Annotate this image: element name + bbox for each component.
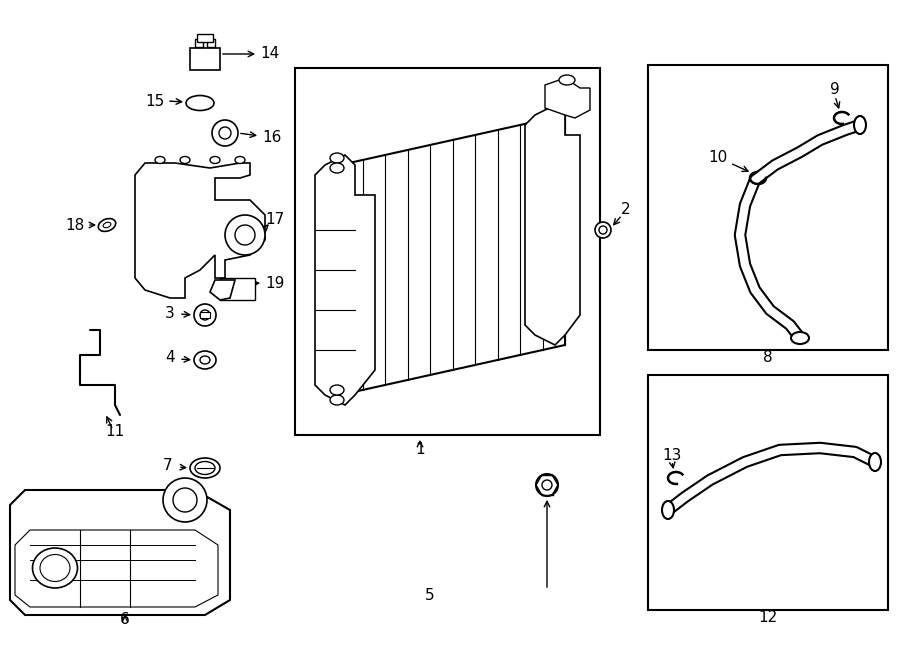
Text: 9: 9 (830, 83, 840, 98)
Bar (190, 48, 220, 70)
Bar (220, 278, 255, 300)
Bar (648, 65, 888, 350)
Ellipse shape (869, 453, 881, 471)
Polygon shape (545, 78, 590, 118)
Ellipse shape (235, 157, 245, 163)
Bar (200, 312, 210, 318)
Text: 11: 11 (105, 424, 124, 440)
Circle shape (200, 310, 210, 320)
Circle shape (212, 120, 238, 146)
Text: 12: 12 (759, 611, 778, 625)
Ellipse shape (98, 219, 116, 231)
Circle shape (194, 304, 216, 326)
Ellipse shape (190, 458, 220, 478)
Bar (295, 68, 600, 435)
Ellipse shape (854, 116, 866, 134)
Text: 16: 16 (262, 130, 282, 145)
Circle shape (219, 127, 231, 139)
Ellipse shape (195, 461, 215, 475)
Circle shape (163, 478, 207, 522)
Bar (648, 375, 888, 610)
Text: 19: 19 (266, 276, 284, 290)
Text: 15: 15 (146, 93, 165, 108)
Bar (197, 34, 213, 42)
Ellipse shape (662, 501, 674, 519)
Text: 10: 10 (708, 151, 727, 165)
Ellipse shape (32, 548, 77, 588)
Ellipse shape (330, 385, 344, 395)
Text: 7: 7 (163, 459, 173, 473)
Text: 3: 3 (165, 305, 175, 321)
Polygon shape (525, 105, 580, 345)
Text: 13: 13 (662, 447, 681, 463)
Polygon shape (210, 280, 235, 300)
Text: 14: 14 (260, 46, 280, 61)
Circle shape (599, 226, 607, 234)
Ellipse shape (210, 157, 220, 163)
Circle shape (536, 474, 558, 496)
Circle shape (235, 225, 255, 245)
Text: 6: 6 (120, 613, 130, 627)
Ellipse shape (40, 555, 70, 582)
Text: 2: 2 (621, 202, 631, 217)
Ellipse shape (330, 395, 344, 405)
Ellipse shape (559, 75, 575, 85)
Text: 5: 5 (425, 588, 435, 602)
Text: 1: 1 (415, 442, 425, 457)
Polygon shape (15, 530, 218, 607)
Ellipse shape (180, 157, 190, 163)
Circle shape (225, 215, 265, 255)
Ellipse shape (330, 163, 344, 173)
Text: 4: 4 (166, 350, 175, 366)
Ellipse shape (200, 356, 210, 364)
Text: 8: 8 (763, 350, 773, 366)
Text: 18: 18 (66, 217, 85, 233)
Circle shape (542, 480, 552, 490)
Text: 17: 17 (266, 212, 284, 227)
Polygon shape (135, 163, 265, 298)
Polygon shape (315, 155, 375, 405)
Ellipse shape (155, 157, 165, 163)
Ellipse shape (104, 222, 111, 228)
Ellipse shape (791, 332, 809, 344)
Circle shape (595, 222, 611, 238)
Polygon shape (10, 490, 230, 615)
Ellipse shape (330, 153, 344, 163)
Ellipse shape (186, 95, 214, 110)
Polygon shape (340, 115, 565, 395)
Bar (195, 39, 203, 47)
Circle shape (173, 488, 197, 512)
Ellipse shape (194, 351, 216, 369)
Bar (207, 39, 215, 47)
